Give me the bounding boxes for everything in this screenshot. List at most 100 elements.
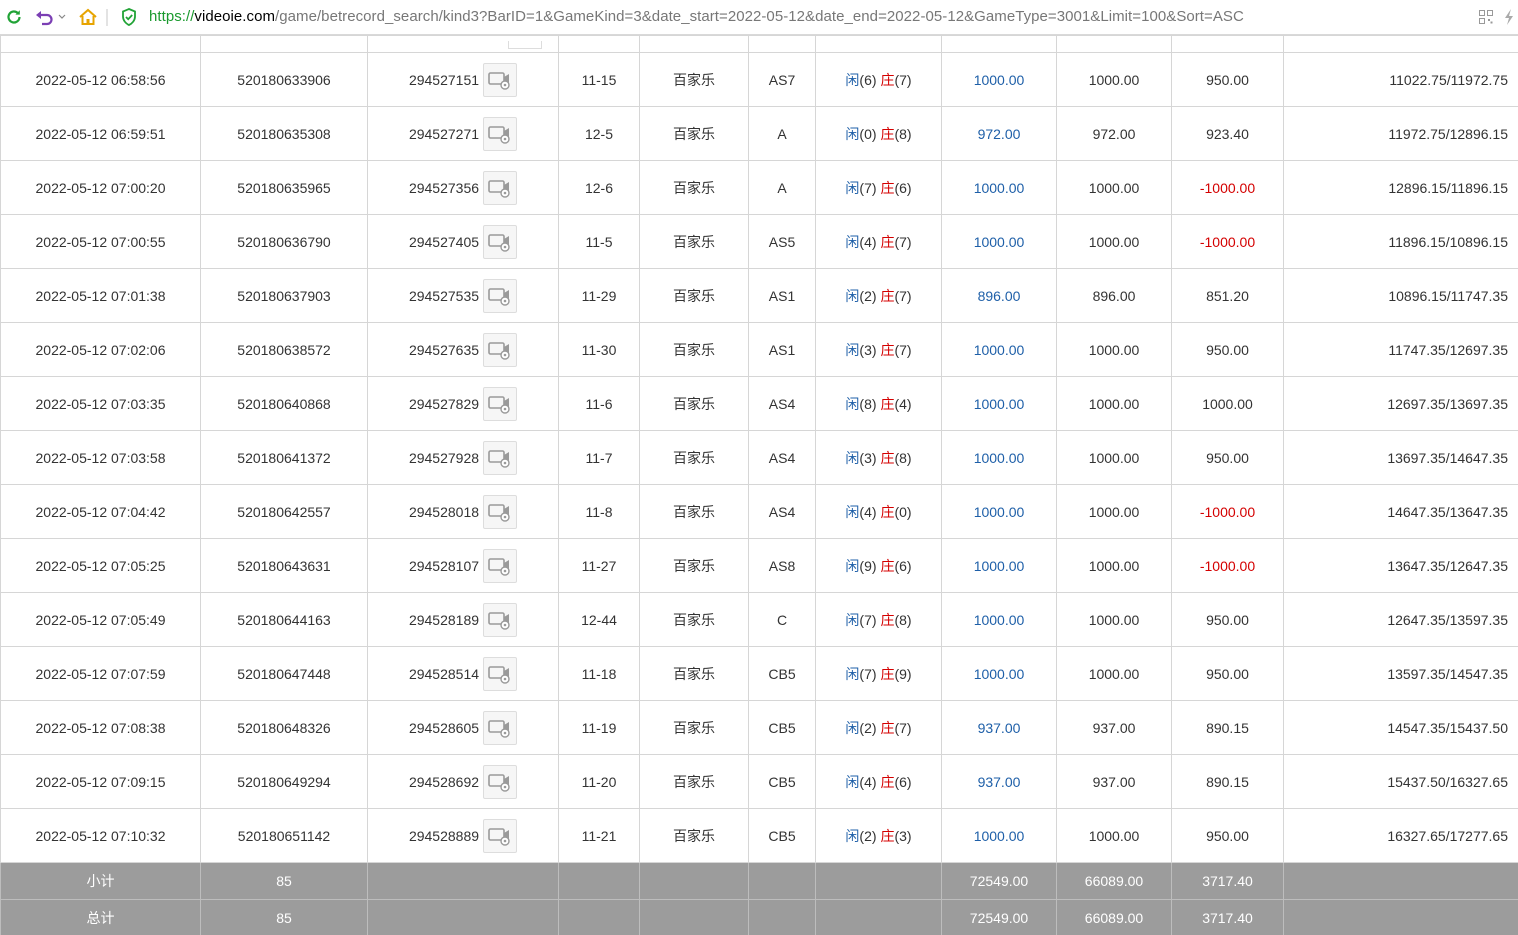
undo-icon[interactable]: [34, 6, 56, 28]
game-type-cell: 百家乐: [639, 430, 749, 485]
game-type-cell: 百家乐: [639, 214, 749, 269]
bet-id-cell: 520180637903: [200, 268, 368, 323]
bet-amount-cell[interactable]: 1000.00: [941, 376, 1057, 431]
balance-cell: 14547.35/15437.50: [1283, 700, 1518, 755]
bet-amount-cell[interactable]: 1000.00: [941, 646, 1057, 701]
bet-amount-cell[interactable]: 1000.00: [941, 52, 1057, 107]
balance-cell: 15437.50/16327.65: [1283, 754, 1518, 809]
banker-label: 庄: [880, 287, 895, 304]
valid-amount-cell: 1000.00: [1056, 52, 1172, 107]
table-code-cell: AS4: [748, 484, 816, 539]
video-replay-icon[interactable]: [483, 224, 518, 259]
summary-valid-cell: 66089.00: [1056, 899, 1172, 935]
balance-cell: 16327.65/17277.65: [1283, 808, 1518, 863]
video-replay-icon[interactable]: [483, 278, 518, 313]
player-score: 2: [864, 287, 872, 304]
video-replay-icon[interactable]: [483, 62, 518, 97]
video-replay-icon[interactable]: [483, 116, 518, 151]
player-score: 9: [864, 557, 872, 574]
bet-time-cell: 2022-05-12 07:08:38: [0, 700, 201, 755]
shoe-cell: 11-18: [558, 646, 640, 701]
result-cell: 闲(9) 庄(6): [815, 538, 942, 593]
banker-label: 庄: [880, 719, 895, 736]
game-type-cell: 百家乐: [639, 160, 749, 215]
url-path: /game/betrecord_search/kind3?BarID=1&Gam…: [275, 8, 1244, 25]
bet-amount-cell[interactable]: 937.00: [941, 754, 1057, 809]
video-replay-icon[interactable]: [483, 602, 518, 637]
round-id-cell: 294528692: [367, 754, 559, 809]
video-replay-icon[interactable]: [483, 656, 518, 691]
home-icon[interactable]: [78, 6, 98, 28]
shoe-cell: 12-44: [558, 592, 640, 647]
round-id-cell: 294528107: [367, 538, 559, 593]
balance-cell: 12697.35/13697.35: [1283, 376, 1518, 431]
player-label: 闲: [845, 665, 860, 682]
bet-amount-cell[interactable]: 1000.00: [941, 592, 1057, 647]
game-type-cell: 百家乐: [639, 484, 749, 539]
bet-time-cell: 2022-05-12 06:59:51: [0, 106, 201, 161]
empty-cell: [815, 899, 942, 935]
qr-code-icon[interactable]: [1478, 6, 1494, 28]
address-bar[interactable]: https://videoie.com/game/betrecord_searc…: [149, 8, 1244, 25]
win-loss-cell: 851.20: [1171, 268, 1284, 323]
browser-toolbar: https://videoie.com/game/betrecord_searc…: [0, 0, 1518, 35]
dropdown-arrow-icon[interactable]: [58, 6, 66, 28]
shoe-cell: 12-5: [558, 106, 640, 161]
result-cell: 闲(8) 庄(4): [815, 376, 942, 431]
bet-amount-cell[interactable]: 1000.00: [941, 808, 1057, 863]
bet-amount-cell[interactable]: 1000.00: [941, 160, 1057, 215]
player-label: 闲: [845, 719, 860, 736]
round-id-cell: 294528018: [367, 484, 559, 539]
bet-amount-cell[interactable]: 1000.00: [941, 214, 1057, 269]
bet-time-cell: 2022-05-12 07:04:42: [0, 484, 201, 539]
result-cell: 闲(2) 庄(7): [815, 700, 942, 755]
bet-id-cell: 520180640868: [200, 376, 368, 431]
win-loss-cell: 890.15: [1171, 754, 1284, 809]
player-score: 4: [864, 233, 872, 250]
bet-amount-cell[interactable]: 1000.00: [941, 484, 1057, 539]
win-loss-cell: 950.00: [1171, 592, 1284, 647]
video-replay-icon[interactable]: [483, 440, 518, 475]
summary-valid-cell: 66089.00: [1056, 862, 1172, 900]
bet-amount-cell[interactable]: 937.00: [941, 700, 1057, 755]
round-id-text: 294527356: [408, 179, 480, 196]
secure-shield-icon[interactable]: [120, 6, 138, 28]
banker-label: 庄: [880, 611, 895, 628]
total-row: 总计 85 72549.00 66089.00 3717.40: [0, 899, 1518, 935]
video-replay-icon[interactable]: [483, 332, 518, 367]
video-replay-icon[interactable]: [483, 494, 518, 529]
bet-amount-cell[interactable]: 1000.00: [941, 538, 1057, 593]
video-replay-icon[interactable]: [483, 710, 518, 745]
reload-icon[interactable]: [4, 6, 24, 28]
win-loss-cell: 950.00: [1171, 646, 1284, 701]
round-id-cell: 294528605: [367, 700, 559, 755]
round-id-cell: 294527151: [367, 52, 559, 107]
empty-cell: [639, 862, 749, 900]
win-loss-cell: -1000.00: [1171, 160, 1284, 215]
bet-amount-cell[interactable]: 972.00: [941, 106, 1057, 161]
empty-cell: [1283, 862, 1518, 900]
valid-amount-cell: 896.00: [1056, 268, 1172, 323]
lightning-icon[interactable]: [1502, 6, 1516, 28]
game-type-cell: 百家乐: [639, 538, 749, 593]
empty-cell: [558, 862, 640, 900]
game-type-cell: 百家乐: [639, 106, 749, 161]
url-scheme: https://: [149, 8, 195, 25]
round-id-text: 294528692: [408, 773, 480, 790]
shoe-cell: 11-27: [558, 538, 640, 593]
video-replay-icon[interactable]: [483, 818, 518, 853]
video-replay-icon[interactable]: [483, 386, 518, 421]
bet-amount-cell[interactable]: 896.00: [941, 268, 1057, 323]
game-type-cell: 百家乐: [639, 592, 749, 647]
player-score: 4: [864, 773, 872, 790]
video-replay-icon[interactable]: [483, 170, 518, 205]
bet-amount-cell[interactable]: 1000.00: [941, 430, 1057, 485]
url-host: videoie.com: [194, 8, 276, 25]
player-label: 闲: [845, 449, 860, 466]
video-replay-icon[interactable]: [483, 764, 518, 799]
bet-time-cell: 2022-05-12 07:00:20: [0, 160, 201, 215]
video-replay-icon[interactable]: [483, 548, 518, 583]
bet-amount-cell[interactable]: 1000.00: [941, 322, 1057, 377]
valid-amount-cell: 1000.00: [1056, 646, 1172, 701]
banker-label: 庄: [880, 773, 895, 790]
